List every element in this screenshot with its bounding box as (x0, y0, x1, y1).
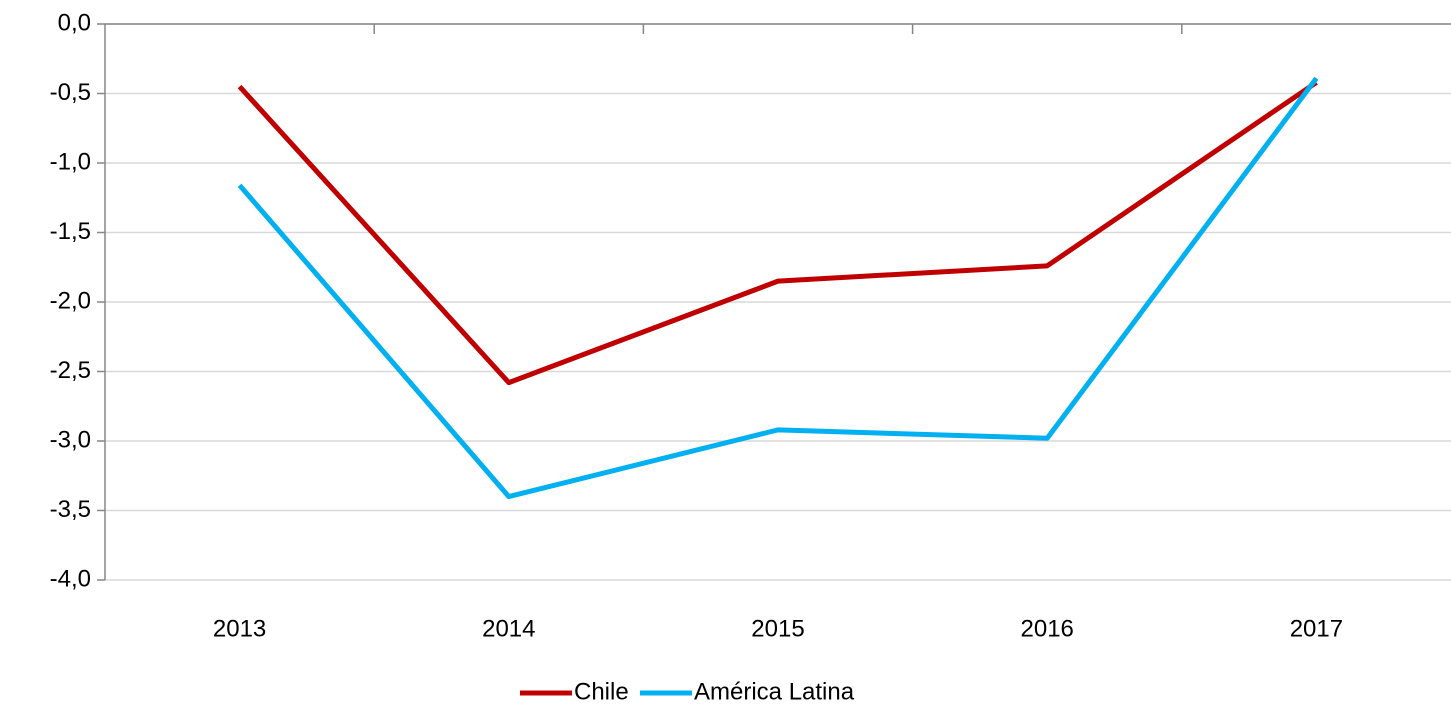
x-tick-label: 2013 (213, 615, 266, 642)
x-tick-label: 2015 (751, 615, 804, 642)
x-tick-label: 2016 (1021, 615, 1074, 642)
y-tick-label: -2,5 (50, 357, 91, 384)
legend-label: Chile (574, 678, 629, 705)
y-tick-label: -3,0 (50, 426, 91, 453)
x-tick-label: 2014 (482, 615, 535, 642)
y-tick-label: -4,0 (50, 565, 91, 592)
series-line (237, 76, 1319, 500)
y-tick-label: 0,0 (58, 9, 91, 36)
y-tick-label: -2,0 (50, 287, 91, 314)
y-tick-label: -1,0 (50, 148, 91, 175)
series-line (237, 80, 1318, 386)
y-tick-label: -3,5 (50, 496, 91, 523)
y-tick-label: -1,5 (50, 218, 91, 245)
x-tick-label: 2017 (1290, 615, 1343, 642)
legend-label: América Latina (694, 678, 855, 705)
y-tick-label: -0,5 (50, 79, 91, 106)
